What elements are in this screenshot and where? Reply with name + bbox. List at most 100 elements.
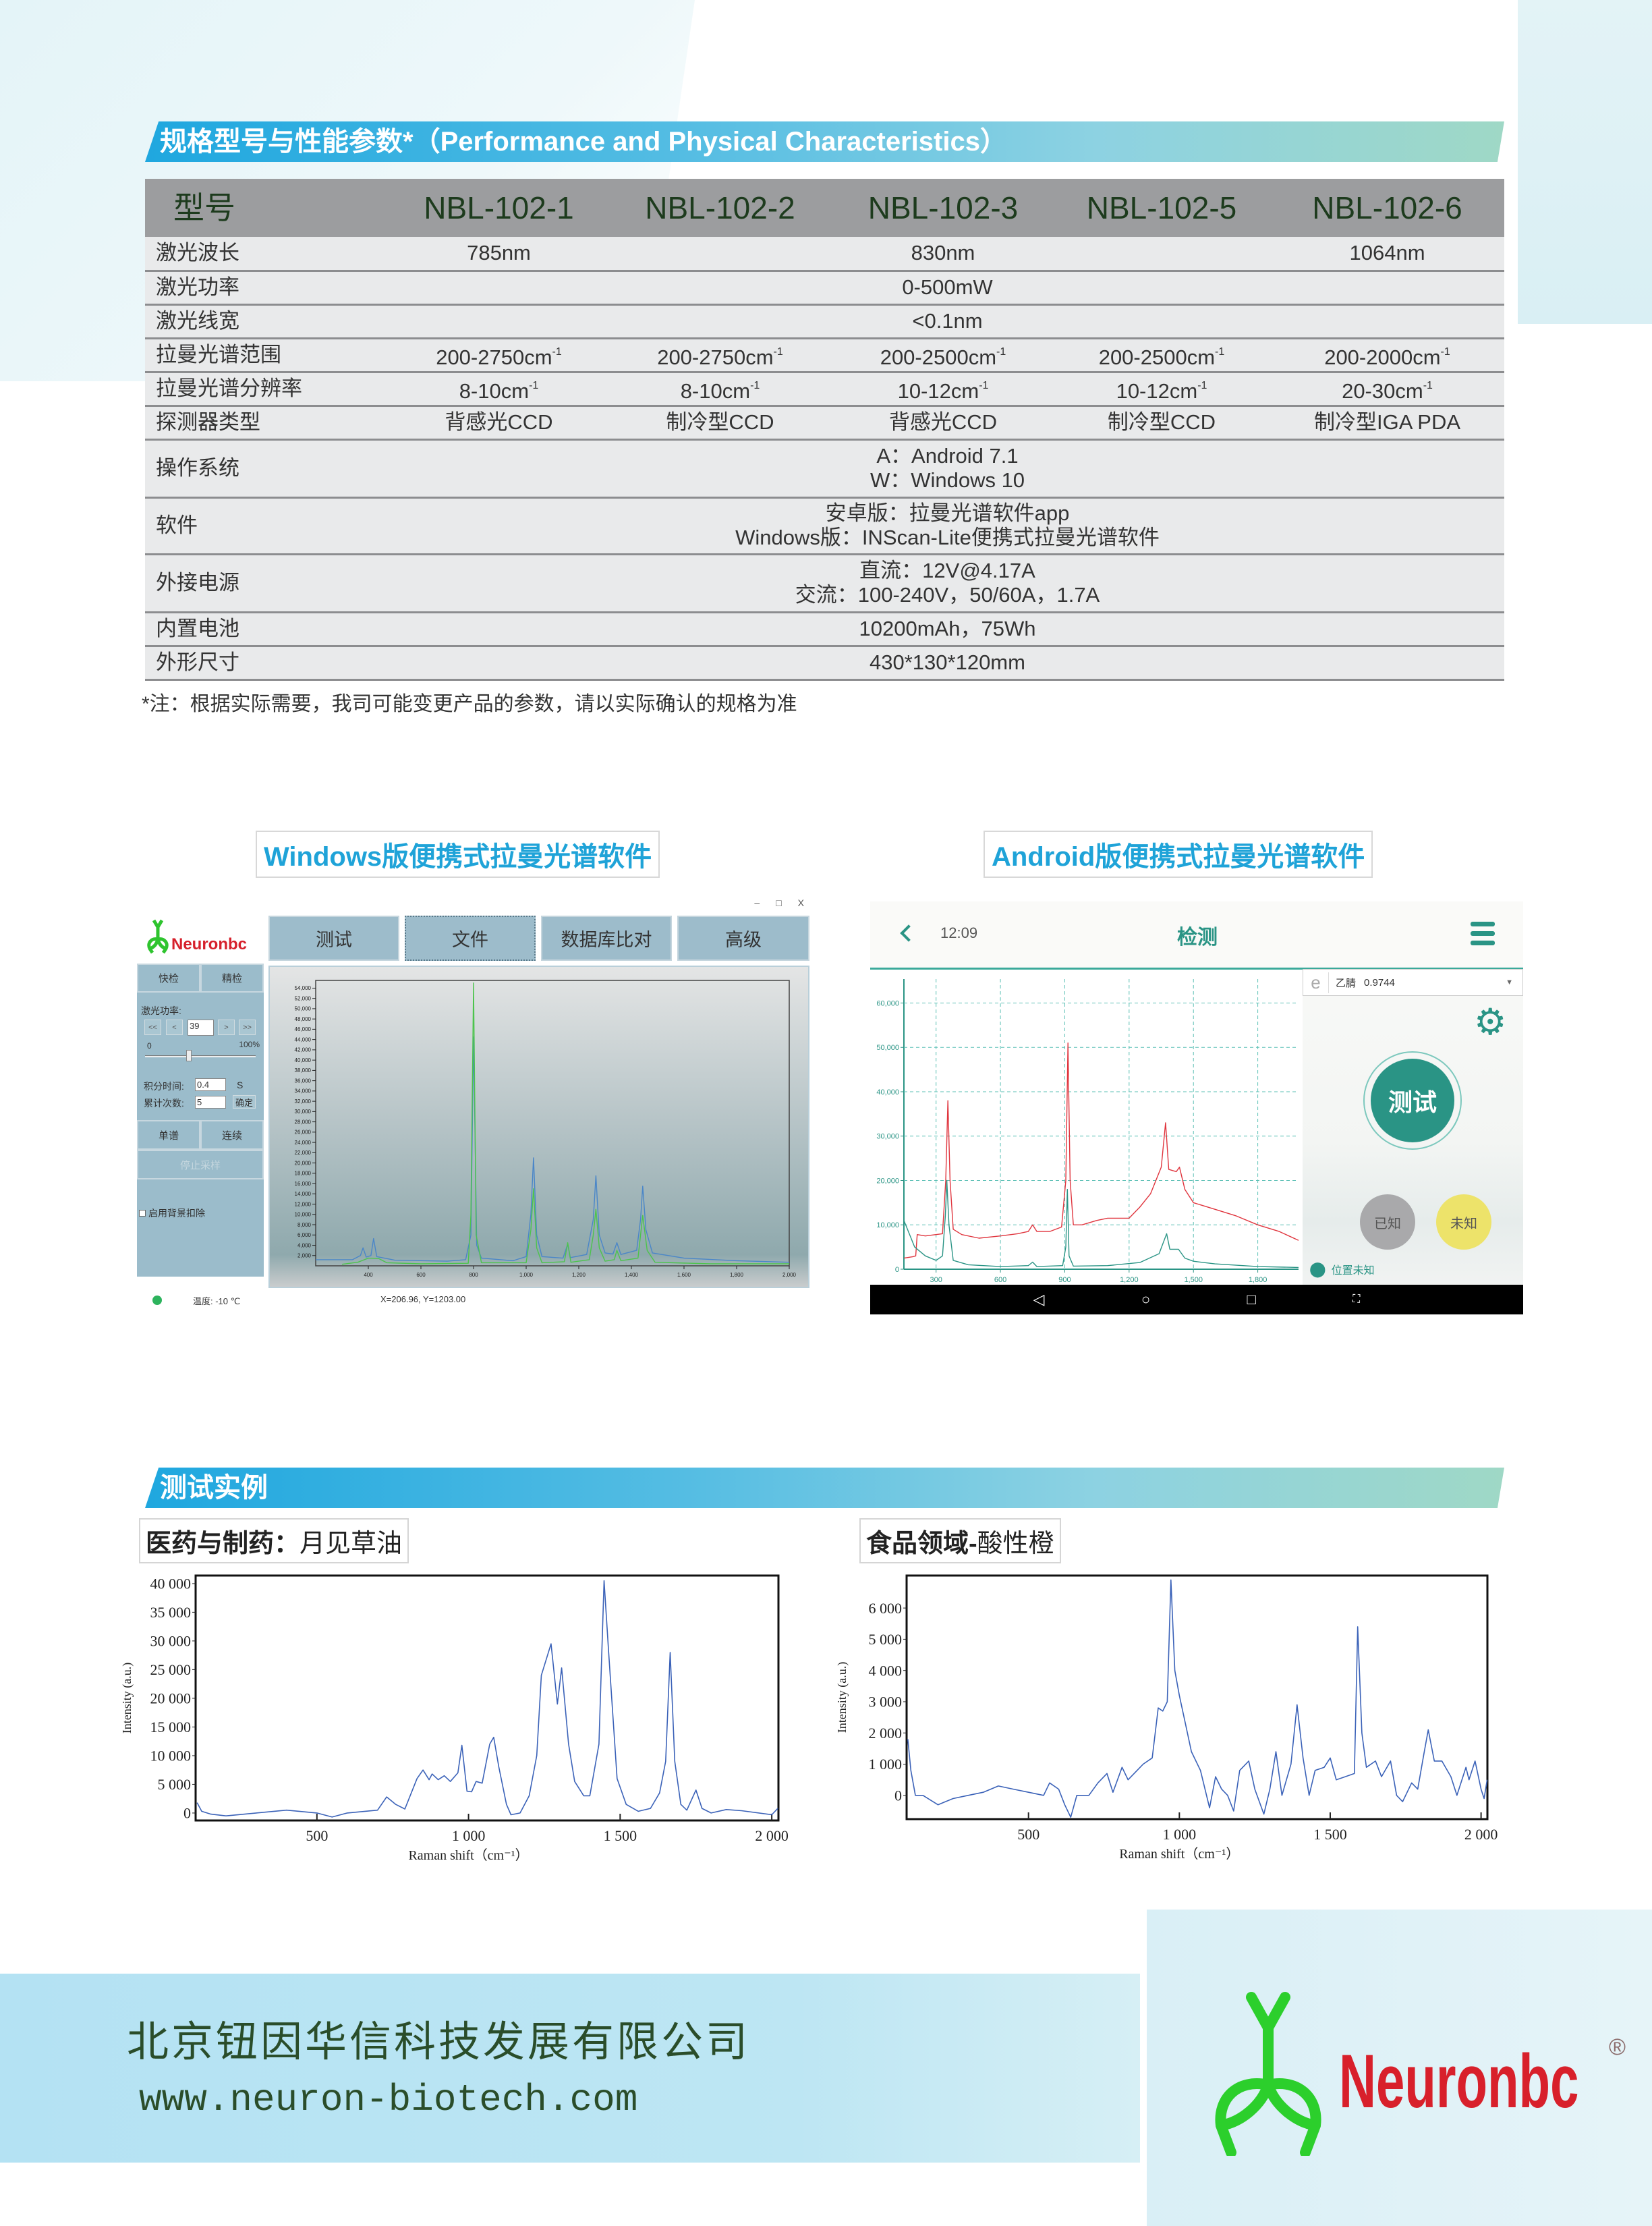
nav-recents-icon[interactable]: □: [1247, 1291, 1256, 1308]
y-tick-label: 24,000: [295, 1140, 312, 1146]
result-dropdown[interactable]: e 乙腈 0.9744 ▼: [1303, 969, 1523, 996]
y-tick-label: 15 000: [150, 1719, 192, 1735]
row-label: 操作系统: [145, 439, 391, 499]
tab-file[interactable]: 文件: [405, 916, 536, 961]
model-name: NBL-102-1: [391, 179, 607, 237]
y-tick-label: 36,000: [295, 1078, 312, 1084]
spectrum-series-0: [196, 1580, 778, 1818]
accumulation-input[interactable]: 5: [195, 1096, 226, 1109]
laser-power-input[interactable]: 39: [188, 1020, 214, 1036]
tab-database-compare[interactable]: 数据库比对: [541, 916, 672, 961]
table-row: 外接电源 直流：12V@4.17A 交流：100-240V，50/60A，1.7A: [145, 554, 1504, 613]
y-tick-label: 5 000: [158, 1776, 192, 1793]
stop-sampling-button[interactable]: 停止采样: [137, 1150, 264, 1179]
website-link[interactable]: www.neuron-biotech.com: [139, 2078, 638, 2121]
gear-icon[interactable]: ⚙: [1474, 1002, 1507, 1042]
x-tick-label: 1,400: [625, 1272, 639, 1278]
footer-logo-text: Neuronbc: [1339, 2039, 1579, 2123]
model-name: NBL-102-3: [833, 179, 1053, 237]
row-label: 软件: [145, 497, 391, 555]
x-tick-label: 1 500: [1313, 1826, 1347, 1843]
model-name: NBL-102-2: [607, 179, 833, 237]
x-tick-label: 1 000: [452, 1827, 486, 1844]
test-button-ring: 测试: [1363, 1051, 1462, 1150]
cell: 10200mAh，75Wh: [391, 612, 1504, 647]
table-row: 激光线宽 <0.1nm: [145, 304, 1504, 339]
background-decoration: [1518, 0, 1652, 324]
y-tick-label: 30 000: [150, 1633, 192, 1650]
windows-spectrum-chart: 2,000 4,000 6,000 8,000 10,000 12,000 14,000 16…: [295, 980, 797, 1278]
menu-icon[interactable]: [1471, 922, 1495, 945]
minimize-button[interactable]: –: [754, 897, 760, 908]
control-panel: 快检 精检 激光功率: << < 39 > >> 0 100% 积分时间: 0.…: [137, 964, 264, 1277]
continuous-button[interactable]: 连续: [200, 1120, 264, 1150]
close-button[interactable]: X: [797, 897, 804, 908]
x-tick-label: 300: [930, 1276, 942, 1284]
evening-primrose-oil-spectrum: 0 5 000 10 000 15 000 20 000 25 000 30 000 35 0…: [121, 1574, 789, 1862]
x-tick-label: 1 000: [1163, 1826, 1197, 1843]
laser-power-label: 激光功率:: [141, 1005, 181, 1016]
acid-orange-spectrum: 0 1 000 2 000 3 000 4 000 5 000 6 000 500 1 000 1…: [836, 1574, 1498, 1862]
integration-time-label: 积分时间:: [144, 1081, 184, 1092]
nav-home-icon[interactable]: ○: [1141, 1291, 1151, 1308]
y-tick-label: 52,000: [295, 995, 312, 1001]
plot-frame: [315, 980, 790, 1267]
back-icon[interactable]: [900, 924, 917, 942]
slider-thumb[interactable]: [186, 1050, 192, 1061]
example2-title: 食品领域-酸性橙: [859, 1518, 1061, 1563]
clock: 12:09: [940, 924, 978, 941]
windows-app-screenshot: – □ X Neuronbc 测试 文件 数据库比对 高级 快检 精检 激光功率…: [136, 897, 809, 1317]
x-tick-label: 600: [994, 1276, 1006, 1284]
y-tick-label: 42,000: [295, 1047, 312, 1053]
unknown-button[interactable]: 未知: [1436, 1194, 1491, 1250]
y-tick-label: 20 000: [150, 1690, 192, 1707]
company-name: 北京钮因华信科技发展有限公司: [127, 2019, 751, 2065]
x-tick-label: 2 000: [755, 1827, 789, 1844]
power-decrease-button[interactable]: <: [166, 1020, 183, 1035]
spec-section-header: 规格型号与性能参数*（Performance and Physical Char…: [145, 121, 1504, 162]
y-tick-label: 32,000: [295, 1098, 312, 1105]
x-tick-label: 1,200: [572, 1272, 586, 1278]
single-spectrum-button[interactable]: 单谱: [137, 1120, 200, 1150]
y-tick-label: 0: [183, 1805, 191, 1822]
registered-mark: ®: [1609, 2034, 1626, 2060]
bg-subtract-checkbox[interactable]: [139, 1210, 146, 1217]
spectrum-series-1: [903, 1179, 1299, 1269]
spectrum-series-0: [907, 1579, 1488, 1818]
table-row: 拉曼光谱范围 200-2750cm-1 200-2750cm-1 200-250…: [145, 338, 1504, 373]
laser-power-slider[interactable]: [145, 1050, 256, 1061]
temperature-readout: 温度: -10 ℃: [193, 1296, 241, 1306]
y-tick-label: 44,000: [295, 1036, 312, 1042]
power-min-button[interactable]: <<: [144, 1020, 161, 1035]
nav-back-icon[interactable]: ◁: [1033, 1291, 1045, 1308]
y-tick-label: 3 000: [869, 1694, 903, 1710]
power-max-button[interactable]: >>: [239, 1020, 256, 1035]
maximize-button[interactable]: □: [776, 897, 782, 908]
footer-band: [0, 1974, 1140, 2163]
tab-test[interactable]: 测试: [268, 916, 399, 961]
y-tick-label: 2,000: [297, 1253, 312, 1259]
test-button[interactable]: 测试: [1371, 1059, 1454, 1142]
y-tick-label: 40,000: [295, 1057, 312, 1063]
windows-section-title: Windows版便携式拉曼光谱软件: [256, 831, 660, 878]
neuronbc-logo-icon: [147, 919, 169, 954]
confirm-button[interactable]: 确定: [233, 1095, 256, 1109]
tab-advanced[interactable]: 高级: [677, 916, 809, 961]
nav-screenshot-icon[interactable]: ⛶: [1352, 1293, 1361, 1305]
cell: 200-2000cm-1: [1270, 338, 1504, 373]
quick-check-button[interactable]: 快检: [137, 964, 200, 993]
x-tick-label: 1,800: [1249, 1276, 1268, 1284]
power-increase-button[interactable]: >: [218, 1020, 235, 1035]
examples-section-title: 测试实例: [160, 1473, 268, 1503]
x-tick-label: 2,000: [782, 1272, 797, 1278]
location-label: 位置未知: [1331, 1265, 1375, 1277]
y-tick-label: 48,000: [295, 1016, 312, 1022]
known-button[interactable]: 已知: [1360, 1194, 1415, 1250]
y-tick-label: 0: [894, 1787, 902, 1804]
x-tick-label: 1,000: [519, 1272, 534, 1278]
spectrum-chart-panel: 2,000 4,000 6,000 8,000 10,000 12,000 14,000 16…: [268, 966, 809, 1288]
fine-check-button[interactable]: 精检: [200, 964, 264, 993]
model-name: NBL-102-5: [1053, 179, 1270, 237]
integration-time-input[interactable]: 0.4: [195, 1078, 226, 1091]
cell: 0-500mW: [391, 271, 1504, 306]
